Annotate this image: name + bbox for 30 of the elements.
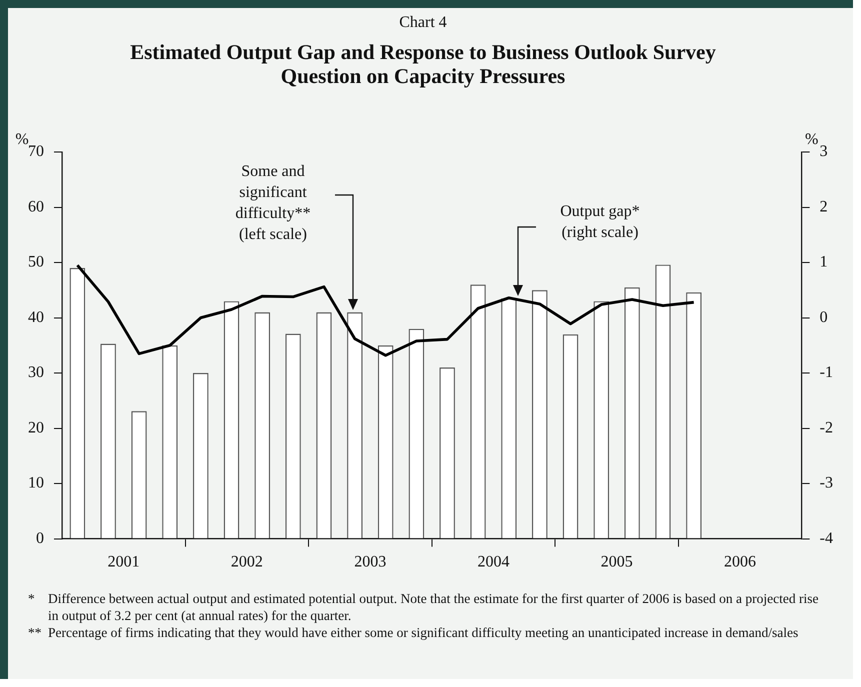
x-tick-label: 2003 xyxy=(354,554,386,571)
y-tick-label: 60 xyxy=(28,198,44,216)
annotation: Some and significant difficulty** (left scale) xyxy=(235,163,311,244)
y2-tick-label: -4 xyxy=(820,530,833,548)
chart-subtitle: Chart 4 xyxy=(398,14,448,32)
y2-tick-label: 0 xyxy=(820,308,828,326)
y2-tick-label: 1 xyxy=(820,254,828,271)
y-tick-label: 20 xyxy=(28,419,44,436)
y2-tick-label: 2 xyxy=(820,198,828,216)
text: ** Percentage of firms indicating that they would have either some or significant difficulty meeting an unanticipated increase in demand/sales xyxy=(28,624,798,641)
y-tick-label: 30 xyxy=(28,364,44,382)
y2-tick-label: -3 xyxy=(820,474,833,492)
text: * Difference between actual output and estimated potential output. Note that the estimate for the first quarter of 2006 is based on a projected rise in output of 3.2 per cent (at annual rates) for the quarter. xyxy=(28,590,820,624)
annotation: Output gap* (right scale) xyxy=(560,203,640,242)
y2-tick-label: -1 xyxy=(820,364,833,382)
x-tick-label: 2001 xyxy=(108,554,140,571)
y-tick-label: 70 xyxy=(28,143,44,160)
y2-tick-label: 3 xyxy=(820,143,828,160)
x-tick-label: 2006 xyxy=(724,554,756,571)
chart-title: Estimated Output Gap and Response to Business Outlook Survey Question on Capacity Pressures xyxy=(129,40,717,88)
y-tick-label: 50 xyxy=(28,254,44,271)
y-tick-label: 10 xyxy=(28,474,44,492)
x-tick-label: 2004 xyxy=(477,554,510,571)
y2-axis-title: % xyxy=(805,131,818,148)
y-tick-label: 40 xyxy=(28,308,44,326)
y2-tick-label: -2 xyxy=(820,419,833,436)
x-tick-label: 2002 xyxy=(230,554,263,571)
y-tick-label: 0 xyxy=(36,530,44,548)
y-axis-title: % xyxy=(15,131,29,148)
x-tick-label: 2005 xyxy=(600,554,633,571)
